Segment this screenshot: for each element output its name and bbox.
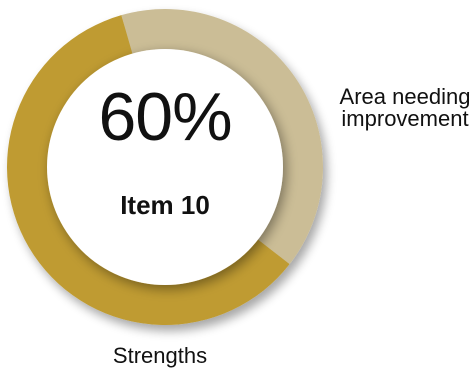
legend-label-area-needing-improvement: Area needing improvement — [339, 84, 471, 131]
donut-hole — [47, 49, 283, 285]
center-label: Item 10 — [120, 190, 210, 220]
center-value: 60% — [98, 79, 232, 155]
legend-label-strengths: Strengths — [112, 343, 208, 368]
